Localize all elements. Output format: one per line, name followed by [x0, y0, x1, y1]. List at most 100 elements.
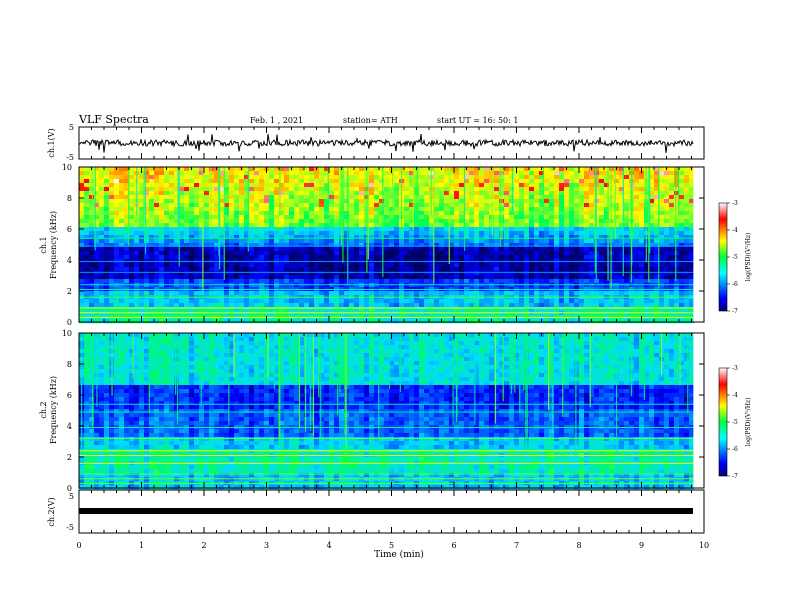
spectrogram-cell [109, 299, 115, 304]
spectrogram-cell [234, 183, 240, 188]
spectrogram-cell [144, 247, 150, 252]
spectrogram-cell [184, 175, 190, 180]
spectrogram-cell [404, 191, 410, 196]
spectrogram-cell [544, 227, 550, 232]
spectrogram-cell [544, 191, 550, 196]
spectrogram-cell [419, 223, 425, 228]
spectrogram-burst [391, 167, 394, 220]
spectrogram-cell [569, 167, 575, 172]
spectrogram-cell [464, 267, 470, 272]
spectrogram-cell [514, 215, 520, 220]
spectrogram-cell [164, 191, 170, 196]
spectrogram-cell [529, 247, 535, 252]
spectrogram-cell [124, 235, 130, 240]
spectrogram-cell [174, 263, 180, 268]
spectrogram-cell [89, 231, 95, 236]
spectrogram-cell [524, 191, 530, 196]
spectrogram-cell [244, 291, 250, 296]
spectrogram-cell [589, 219, 595, 224]
spectrogram-cell [269, 319, 275, 324]
spectrogram-cell [399, 275, 405, 280]
spectrogram-cell [579, 299, 585, 304]
spectrogram-cell [584, 303, 590, 308]
spectrogram-cell [439, 223, 445, 228]
spectrogram-cell [629, 291, 635, 296]
spectrogram-cell [319, 191, 325, 196]
spectrogram-cell [554, 215, 560, 220]
spectrogram-cell [684, 239, 690, 244]
spectrogram-cell [374, 191, 380, 196]
spectrogram-cell [84, 271, 90, 276]
spectrogram-cell [429, 223, 435, 228]
spectrogram-cell [589, 179, 595, 184]
spectrogram-cell [214, 275, 220, 280]
spectrogram-cell [384, 319, 390, 324]
spectrogram-cell [624, 275, 630, 280]
spectrogram-cell [199, 187, 205, 192]
spectrogram-cell [504, 319, 510, 324]
spectrogram-cell [619, 167, 625, 172]
spectrogram-cell [129, 167, 135, 172]
spectrogram-cell [619, 203, 625, 208]
spectrogram-cell [669, 179, 675, 184]
spectrogram-empty [693, 167, 704, 322]
spectrogram-cell [624, 215, 630, 220]
spectrogram-cell [359, 267, 365, 272]
spectrogram-cell [444, 219, 450, 224]
spectrogram-cell [304, 183, 310, 188]
spectrogram-cell [99, 299, 105, 304]
spectrogram-cell [169, 299, 175, 304]
spectrogram-cell [254, 319, 260, 324]
spectrogram-cell [559, 271, 565, 276]
spectrogram-cell [509, 219, 515, 224]
spectrogram-cell [324, 191, 330, 196]
spectrogram-cell [494, 275, 500, 280]
spectrogram-cell [454, 299, 460, 304]
spectrogram-cell [254, 303, 260, 308]
spectrogram-cell [459, 307, 465, 312]
spectrogram-cell [344, 199, 350, 204]
spectrogram-cell [274, 319, 280, 324]
spectrogram-cell [479, 303, 485, 308]
spectrogram-cell [199, 239, 205, 244]
spectrogram-cell [294, 239, 300, 244]
spectrogram-cell [234, 239, 240, 244]
spectrogram-cell [134, 219, 140, 224]
spectrogram-cell [489, 227, 495, 232]
spectrogram-cell [174, 303, 180, 308]
spectrogram-cell [434, 227, 440, 232]
spectrogram-cell [324, 223, 330, 228]
spectrogram-cell [184, 247, 190, 252]
spectrogram-cell [189, 219, 195, 224]
spectrogram-cell [304, 215, 310, 220]
spectrogram-cell [264, 195, 270, 200]
spectrogram-cell [399, 231, 405, 236]
spectrogram-cell [129, 307, 135, 312]
spectrogram-cell [414, 243, 420, 248]
spectrogram-cell [364, 299, 370, 304]
spectrogram-cell [674, 191, 680, 196]
spectrogram-cell [584, 263, 590, 268]
spectrogram-cell [319, 171, 325, 176]
spectrogram-cell [544, 239, 550, 244]
spectrogram-cell [574, 243, 580, 248]
spectrogram-cell [349, 319, 355, 324]
spectrogram-cell [174, 255, 180, 260]
spectrogram-cell [149, 167, 155, 172]
spectrogram-cell [174, 167, 180, 172]
spectrogram-cell [484, 235, 490, 240]
spectrogram-cell [204, 207, 210, 212]
spectrogram-cell [644, 291, 650, 296]
spectrogram-cell [379, 179, 385, 184]
spectrogram-cell [509, 319, 515, 324]
spectrogram-cell [689, 279, 695, 284]
spectrogram-cell [329, 243, 335, 248]
spectrogram-cell [119, 207, 125, 212]
spectrogram-cell [659, 175, 665, 180]
spectrogram-cell [279, 171, 285, 176]
spectrogram-cell [369, 187, 375, 192]
spectrogram-cell [689, 307, 695, 312]
spectrogram-cell [284, 183, 290, 188]
spectrogram-cell [149, 263, 155, 268]
spectrogram-cell [654, 223, 660, 228]
